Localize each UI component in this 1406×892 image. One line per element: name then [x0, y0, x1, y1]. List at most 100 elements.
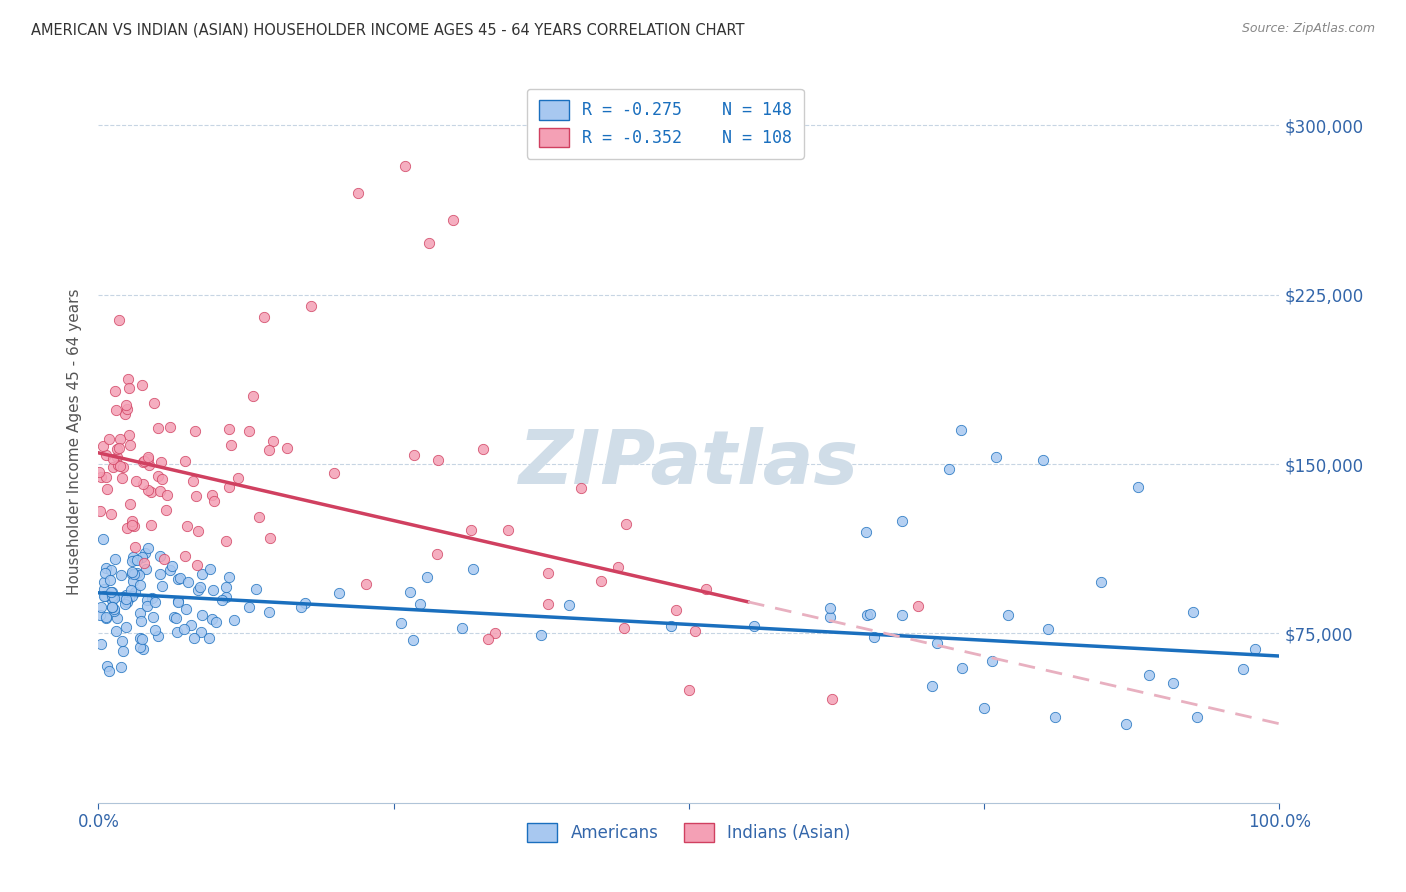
Point [93, 582, 115, 597]
Point [94, 611, 117, 625]
Point [114, 407, 136, 421]
Point [94, 566, 117, 580]
Point [131, 632, 153, 646]
Point [108, 458, 131, 473]
Point [211, 593, 233, 607]
Point [105, 624, 128, 639]
Point [114, 399, 136, 413]
Point [100, 599, 122, 614]
Point [290, 599, 312, 614]
Point [150, 472, 173, 486]
Point [415, 570, 437, 584]
Point [115, 591, 138, 606]
Point [226, 471, 249, 485]
Point [121, 517, 143, 532]
Point [665, 603, 688, 617]
Point [1043, 710, 1066, 724]
Point [328, 586, 350, 600]
Point [121, 589, 143, 603]
Point [94, 561, 117, 575]
Point [224, 614, 246, 628]
Point [606, 560, 628, 574]
Point [122, 567, 145, 582]
Point [1137, 668, 1160, 682]
Point [111, 460, 134, 475]
Point [139, 517, 162, 532]
Point [110, 659, 132, 673]
Point [907, 599, 929, 613]
Point [108, 313, 131, 327]
Point [124, 552, 146, 566]
Point [569, 481, 592, 495]
Point [683, 624, 706, 638]
Point [1185, 710, 1208, 724]
Point [93, 574, 115, 589]
Point [129, 632, 152, 646]
Point [201, 612, 224, 626]
Point [394, 159, 416, 173]
Point [96, 482, 118, 496]
Point [90, 637, 112, 651]
Point [90, 599, 112, 614]
Point [94, 610, 117, 624]
Point [530, 627, 553, 641]
Point [97, 665, 120, 679]
Point [477, 632, 499, 646]
Point [110, 568, 132, 582]
Point [950, 661, 973, 675]
Point [98, 573, 121, 587]
Point [115, 402, 138, 417]
Point [202, 493, 225, 508]
Point [184, 424, 207, 438]
Point [124, 585, 146, 599]
Point [94, 470, 117, 484]
Point [219, 438, 242, 452]
Point [103, 604, 125, 618]
Point [347, 186, 370, 201]
Point [215, 533, 238, 548]
Point [1161, 675, 1184, 690]
Point [391, 615, 413, 630]
Point [128, 578, 150, 592]
Point [118, 591, 141, 605]
Point [165, 611, 187, 625]
Point [156, 488, 179, 502]
Point [115, 594, 138, 608]
Point [128, 640, 150, 655]
Point [101, 600, 124, 615]
Point [613, 621, 636, 635]
Point [859, 607, 882, 621]
Point [294, 596, 316, 610]
Point [111, 634, 134, 648]
Point [218, 480, 240, 494]
Point [169, 571, 191, 585]
Point [149, 549, 172, 563]
Point [242, 389, 264, 403]
Point [201, 487, 224, 501]
Point [1243, 641, 1265, 656]
Point [188, 580, 211, 594]
Point [132, 641, 155, 656]
Point [125, 475, 148, 489]
Point [148, 483, 170, 498]
Point [498, 524, 520, 538]
Point [136, 452, 159, 467]
Point [187, 582, 209, 597]
Point [742, 619, 765, 633]
Point [135, 562, 157, 576]
Point [125, 566, 148, 581]
Point [135, 599, 157, 613]
Point [167, 594, 190, 608]
Point [299, 299, 322, 313]
Point [276, 441, 298, 455]
Point [218, 422, 240, 436]
Point [121, 567, 143, 582]
Point [132, 455, 155, 469]
Point [247, 510, 270, 524]
Point [614, 517, 637, 532]
Point [862, 630, 884, 644]
Point [149, 454, 172, 468]
Point [101, 589, 124, 603]
Point [205, 615, 228, 629]
Point [121, 565, 143, 579]
